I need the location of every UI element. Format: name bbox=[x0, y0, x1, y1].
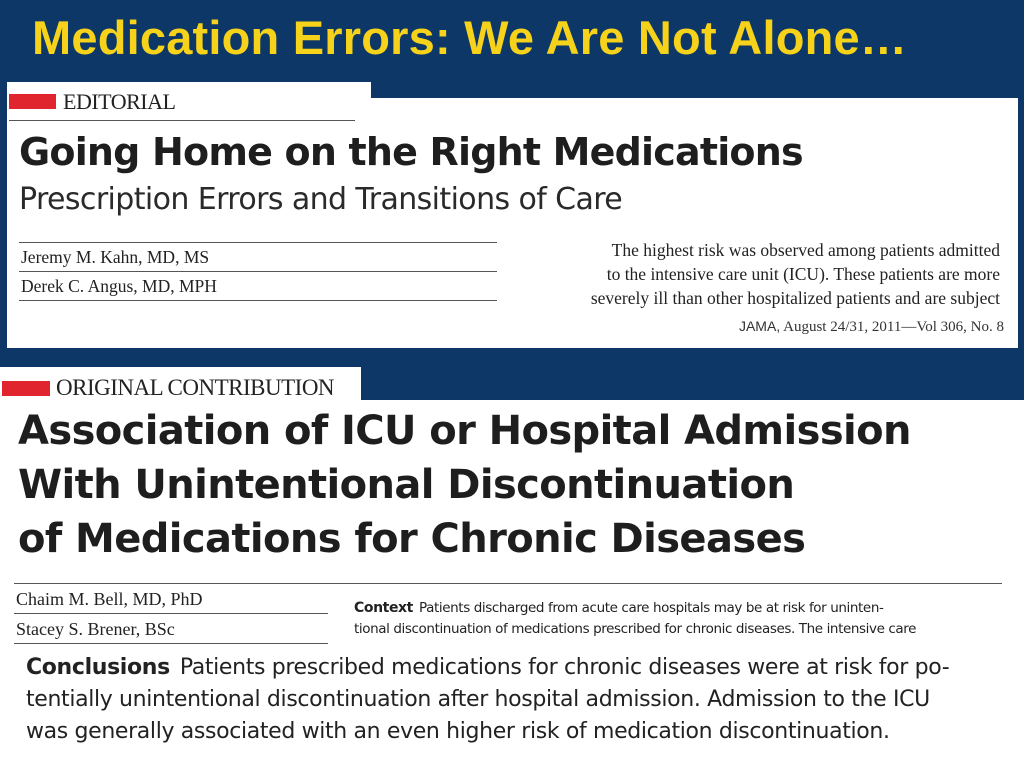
editorial-excerpt: The highest risk was observed among pati… bbox=[512, 238, 1000, 310]
title-line: of Medications for Chronic Diseases bbox=[18, 516, 806, 562]
original-author: Stacey S. Brener, BSc bbox=[16, 619, 175, 639]
author-rule bbox=[14, 613, 328, 614]
editorial-subtitle: Prescription Errors and Transitions of C… bbox=[19, 182, 623, 217]
conclusions-line: was generally associated with an even hi… bbox=[26, 719, 890, 744]
editorial-citation: JAMA, August 24/31, 2011—Vol 306, No. 8 bbox=[739, 318, 1004, 336]
original-contribution-authors: Chaim M. Bell, MD, PhD Stacey S. Brener,… bbox=[14, 584, 328, 644]
original-contribution-title: Association of ICU or Hospital Admission… bbox=[18, 404, 912, 566]
original-contribution-rule bbox=[14, 583, 1002, 584]
citation-details: August 24/31, 2011—Vol 306, No. 8 bbox=[783, 319, 1004, 335]
context-line: Context Patients discharged from acute ca… bbox=[354, 598, 1004, 619]
author-rule bbox=[14, 643, 328, 644]
excerpt-line: severely ill than other hospitalized pat… bbox=[590, 288, 1000, 308]
author-rule bbox=[19, 271, 497, 272]
editorial-notch bbox=[371, 82, 1018, 98]
editorial-title: Going Home on the Right Medications bbox=[19, 130, 804, 174]
title-line: With Unintentional Discontinuation bbox=[18, 462, 795, 508]
editorial-rule bbox=[9, 120, 355, 121]
conclusions-text: Patients prescribed medications for chro… bbox=[179, 655, 950, 680]
citation-journal: JAMA, bbox=[738, 318, 781, 334]
conclusions-line: Conclusions Patients prescribed medicatio… bbox=[26, 652, 1006, 684]
editorial-authors: Jeremy M. Kahn, MD, MS Derek C. Angus, M… bbox=[19, 242, 497, 301]
original-author: Chaim M. Bell, MD, PhD bbox=[16, 589, 203, 609]
excerpt-line: The highest risk was observed among pati… bbox=[611, 240, 1000, 260]
editorial-author: Derek C. Angus, MD, MPH bbox=[21, 276, 217, 296]
slide-title: Medication Errors: We Are Not Alone… bbox=[32, 11, 908, 64]
author-rule bbox=[19, 300, 497, 301]
editorial-marker bbox=[9, 94, 56, 109]
context-line: tional discontinuation of medications pr… bbox=[354, 621, 917, 637]
original-contribution-tab: ORIGINAL CONTRIBUTION bbox=[0, 367, 361, 405]
conclusions-paragraph: Conclusions Patients prescribed medicatio… bbox=[26, 652, 1006, 748]
conclusions-line: tentially unintentional discontinuation … bbox=[26, 687, 930, 712]
author-rule bbox=[19, 242, 497, 243]
excerpt-line: to the intensive care unit (ICU). These … bbox=[606, 264, 1000, 284]
context-paragraph: Context Patients discharged from acute ca… bbox=[354, 598, 1004, 643]
title-line: Association of ICU or Hospital Admission bbox=[18, 408, 912, 454]
conclusions-heading: Conclusions bbox=[26, 655, 170, 680]
context-text: Patients discharged from acute care hosp… bbox=[418, 600, 884, 616]
editorial-section-label: EDITORIAL bbox=[63, 89, 176, 114]
context-heading: Context bbox=[354, 600, 413, 616]
editorial-author: Jeremy M. Kahn, MD, MS bbox=[21, 247, 210, 267]
original-contribution-label: ORIGINAL CONTRIBUTION bbox=[56, 375, 335, 400]
editorial-clipping: EDITORIAL Going Home on the Right Medica… bbox=[7, 82, 1018, 348]
original-contribution-marker bbox=[2, 381, 50, 396]
